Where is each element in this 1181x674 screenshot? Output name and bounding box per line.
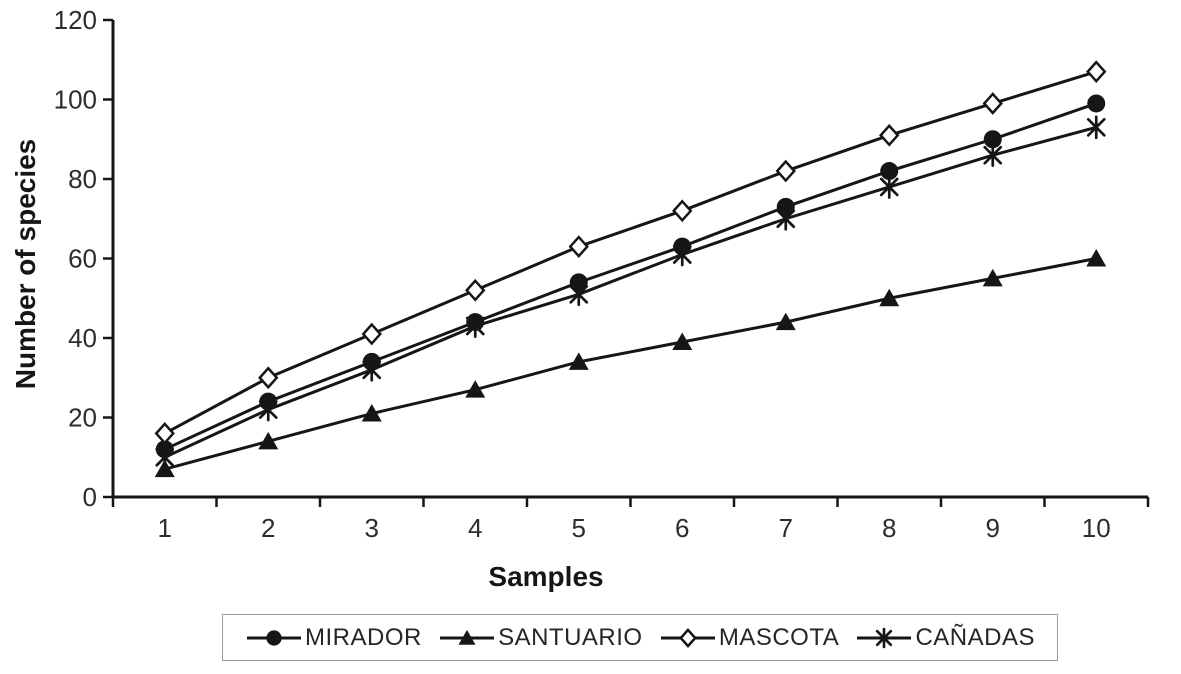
open-diamond-icon	[775, 159, 796, 183]
filled-triangle-icon	[672, 332, 693, 350]
legend-label: MASCOTA	[718, 623, 840, 651]
x-tick-label: 8	[882, 513, 896, 543]
y-axis-title: Number of species	[10, 138, 41, 390]
asterisk-icon	[876, 627, 893, 648]
series-mirador	[155, 94, 1106, 459]
open-diamond-icon	[678, 627, 697, 648]
filled-triangle-icon	[982, 268, 1003, 287]
open-diamond-icon	[258, 366, 279, 390]
filled-triangle-icon	[775, 312, 796, 331]
x-tick-label: 9	[986, 513, 1000, 543]
filled-triangle-icon	[361, 404, 382, 422]
series-line	[164, 257, 1097, 471]
legend-item-canadas: CAÑADAS	[855, 624, 1035, 652]
open-diamond-icon	[568, 235, 589, 258]
y-tick-label: 20	[68, 403, 97, 433]
y-tick-label: 80	[68, 164, 97, 194]
series-canadas	[155, 115, 1106, 470]
open-diamond-icon	[879, 123, 900, 147]
filled-circle-icon	[673, 237, 692, 256]
filled-circle-icon	[776, 197, 795, 216]
y-tick-label: 40	[68, 323, 97, 353]
legend-item-santuario: SANTUARIO	[438, 624, 643, 652]
filled-circle-icon	[155, 440, 174, 459]
x-tick-label: 5	[572, 513, 586, 543]
open-diamond-icon	[982, 92, 1003, 115]
filled-triangle-icon	[465, 380, 486, 398]
filled-circle-icon	[259, 392, 278, 411]
asterisk-icon	[1086, 115, 1106, 140]
x-tick-label: 7	[779, 513, 793, 543]
series-santuario	[154, 249, 1107, 478]
y-tick-label: 120	[54, 5, 97, 35]
x-tick-label: 10	[1082, 513, 1111, 543]
series-line	[164, 70, 1097, 435]
mirador-marker-icon	[247, 629, 301, 646]
legend-item-mirador: MIRADOR	[245, 624, 422, 652]
filled-triangle-icon	[879, 288, 900, 307]
canadas-marker-icon	[857, 627, 912, 648]
filled-circle-icon	[362, 352, 381, 371]
filled-circle-icon	[983, 130, 1002, 149]
legend-label: SANTUARIO	[498, 623, 643, 651]
filled-circle-icon	[569, 273, 588, 292]
filled-circle-icon	[880, 162, 899, 181]
series-line	[164, 102, 1097, 451]
y-tick-label: 0	[83, 482, 97, 512]
filled-triangle-icon	[458, 629, 476, 645]
axes: 0 20 40 60 80 100 120 1 2 3 4 5 6 7 8 9 10	[54, 5, 1150, 543]
y-tick-label: 100	[54, 85, 97, 115]
x-axis-title: Samples	[488, 561, 604, 592]
y-tick-label: 60	[68, 244, 97, 274]
open-diamond-icon	[154, 422, 175, 445]
legend-label: MIRADOR	[305, 623, 422, 651]
legend-item-mascota: MASCOTA	[659, 624, 839, 652]
x-tick-label: 1	[158, 513, 172, 543]
filled-circle-icon	[466, 313, 485, 332]
filled-triangle-icon	[1086, 249, 1107, 267]
series-mascota	[154, 60, 1107, 445]
legend: MIRADOR SANTUARIO MASCOTA CAÑADAS	[222, 614, 1058, 661]
x-tick-label: 4	[468, 513, 482, 543]
x-tick-label: 3	[365, 513, 379, 543]
filled-circle-icon	[266, 629, 282, 646]
x-tick-label: 6	[675, 513, 689, 543]
open-diamond-icon	[361, 322, 382, 346]
santuario-marker-icon	[440, 629, 495, 645]
legend-label: CAÑADAS	[915, 623, 1035, 651]
mascota-marker-icon	[660, 627, 715, 648]
open-diamond-icon	[1086, 60, 1107, 84]
filled-triangle-icon	[568, 352, 589, 370]
filled-circle-icon	[1087, 94, 1106, 113]
series-line	[164, 125, 1097, 459]
open-diamond-icon	[465, 278, 486, 302]
filled-triangle-icon	[258, 431, 279, 450]
open-diamond-icon	[672, 199, 693, 223]
plot-area: 0 20 40 60 80 100 120 1 2 3 4 5 6 7 8 9 10	[54, 5, 1150, 543]
x-tick-label: 2	[261, 513, 275, 543]
